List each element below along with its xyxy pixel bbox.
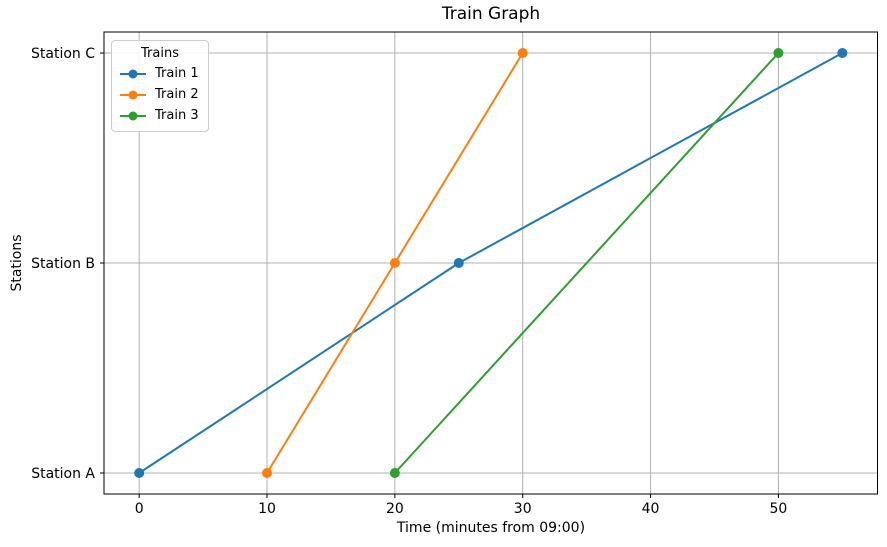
x-tick-label: 10 bbox=[258, 501, 276, 517]
data-point-marker bbox=[134, 468, 145, 478]
data-point-marker bbox=[262, 468, 273, 478]
legend-line-marker-swatch bbox=[120, 111, 146, 120]
y-tick-label: Station C bbox=[31, 46, 95, 62]
x-tick-label: 0 bbox=[135, 501, 144, 517]
gridlines bbox=[104, 32, 878, 494]
legend-label: Train 1 bbox=[155, 66, 199, 81]
series-train-3 bbox=[389, 48, 784, 478]
data-point-marker bbox=[517, 48, 528, 58]
x-axis-label: Time (minutes from 09:00) bbox=[396, 520, 586, 536]
data-point-marker bbox=[389, 468, 400, 478]
legend-label: Train 3 bbox=[155, 108, 199, 123]
legend: Trains Train 1 Train 2 Train 3 bbox=[111, 40, 209, 132]
data-point-marker bbox=[773, 48, 784, 58]
legend-item-train-3: Train 3 bbox=[120, 105, 200, 126]
legend-item-train-2: Train 2 bbox=[120, 84, 200, 105]
ticks: 0 10 20 30 40 50 Station A Station B Station C bbox=[31, 46, 787, 517]
legend-entries: Train 1 Train 2 Train 3 bbox=[120, 63, 200, 126]
legend-line-marker-swatch bbox=[120, 90, 146, 99]
legend-label: Train 2 bbox=[155, 87, 199, 102]
chart-title: Train Graph bbox=[441, 4, 541, 24]
x-tick-label: 20 bbox=[386, 501, 404, 517]
series-train-2 bbox=[262, 48, 528, 478]
legend-line-marker-swatch bbox=[120, 69, 146, 78]
data-point-marker bbox=[389, 258, 400, 268]
x-tick-label: 50 bbox=[770, 501, 788, 517]
y-tick-label: Station A bbox=[31, 466, 95, 482]
series-line bbox=[393, 52, 780, 474]
y-tick-label: Station B bbox=[31, 256, 95, 272]
legend-item-train-1: Train 1 bbox=[120, 63, 200, 84]
x-tick-label: 40 bbox=[642, 501, 660, 517]
legend-title: Trains bbox=[141, 46, 179, 61]
y-axis-label: Stations bbox=[9, 234, 25, 292]
data-point-marker bbox=[453, 258, 464, 268]
data-point-marker bbox=[837, 48, 848, 58]
x-tick-label: 30 bbox=[514, 501, 532, 517]
